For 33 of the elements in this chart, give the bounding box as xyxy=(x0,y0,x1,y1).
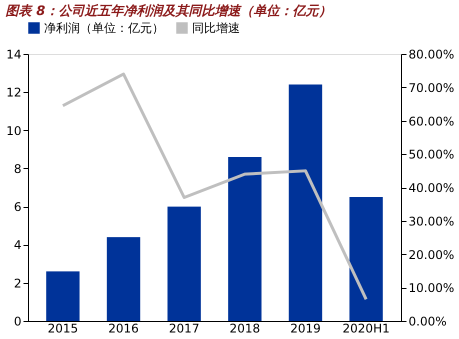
y2-tick-label: 0.00% xyxy=(408,314,447,328)
y2-tick-label: 60.00% xyxy=(408,114,454,128)
y-tick-label: 10 xyxy=(6,124,22,138)
legend-label: 净利润（单位：亿元） xyxy=(44,21,164,35)
bar xyxy=(228,156,262,321)
y2-tick-label: 20.00% xyxy=(408,248,454,262)
y2-tick-label: 10.00% xyxy=(408,281,454,296)
x-tick-label: 2016 xyxy=(108,322,139,336)
y-tick-label: 2 xyxy=(14,276,22,290)
y-tick-label: 12 xyxy=(6,86,22,100)
y2-tick-label: 80.00% xyxy=(408,48,454,62)
y2-tick-label: 70.00% xyxy=(408,80,454,95)
line-series xyxy=(61,72,368,301)
y2-tick-label: 40.00% xyxy=(408,181,454,195)
x-tick-label: 2018 xyxy=(230,322,260,336)
x-tick-label: 2020H1 xyxy=(342,322,390,336)
y-tick-label: 6 xyxy=(14,200,22,214)
y2-tick-label: 30.00% xyxy=(408,214,454,228)
y-tick-label: 8 xyxy=(14,162,22,176)
legend-label: 同比增速 xyxy=(192,21,240,35)
x-tick-label: 2017 xyxy=(168,322,200,336)
bar xyxy=(167,206,201,321)
bar xyxy=(349,197,383,321)
y-tick-label: 4 xyxy=(14,238,22,252)
x-tick-label: 2015 xyxy=(48,322,78,336)
y-tick-label: 14 xyxy=(6,48,22,62)
y-tick-label: 0 xyxy=(14,314,22,328)
y2-tick-label: 50.00% xyxy=(408,148,454,162)
bar xyxy=(106,237,140,321)
bar xyxy=(46,271,80,321)
x-tick-label: 2019 xyxy=(290,322,321,336)
bar xyxy=(288,84,322,321)
chart-title: 图表 8：公司近五年净利润及其同比增速（单位：亿元） xyxy=(6,3,332,19)
